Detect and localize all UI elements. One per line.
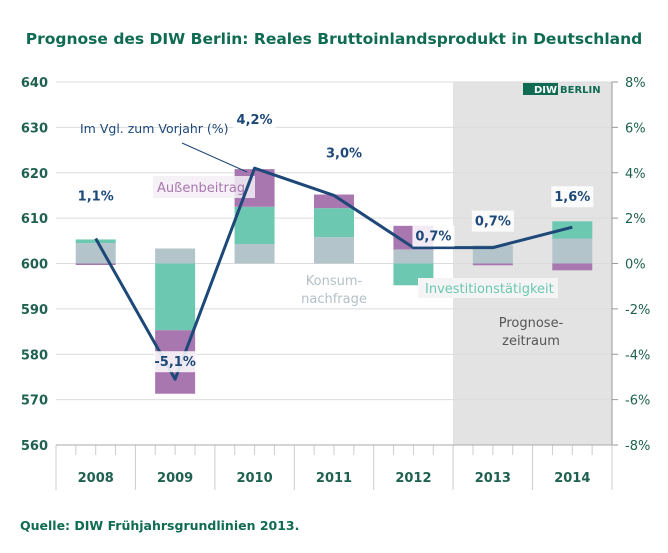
bar-konsumnachfrage — [314, 237, 354, 264]
right-tick-label: -8% — [625, 439, 650, 454]
left-tick-label: 640 — [21, 76, 48, 91]
category-label: 2013 — [475, 471, 511, 486]
label-investition: Investitionstätigkeit — [425, 282, 554, 297]
bar-konsumnachfrage — [552, 238, 593, 264]
line-series-label: Im Vgl. zum Vorjahr (%) — [80, 121, 229, 136]
data-label: -5,1% — [154, 355, 195, 370]
diw-logo: DIW BERLIN — [523, 83, 601, 96]
left-tick-label: 600 — [21, 258, 48, 273]
left-tick-label: 630 — [21, 121, 48, 136]
category-label: 2011 — [316, 471, 352, 486]
label-aussenbeitrag: Außenbeitrag — [157, 181, 245, 196]
right-tick-label: 4% — [625, 167, 646, 182]
logo-text-diw: DIW — [534, 85, 557, 96]
line-label-leader — [181, 142, 248, 173]
bar-konsumnachfrage — [155, 248, 196, 264]
left-tick-label: 570 — [21, 394, 48, 409]
data-label-bg — [74, 185, 117, 207]
forecast-label-1: Prognose- — [499, 316, 564, 331]
right-tick-label: -2% — [625, 303, 650, 318]
bar-außenbeitrag — [552, 263, 593, 271]
right-tick-label: 2% — [625, 212, 646, 227]
data-label-bg — [323, 142, 365, 164]
data-label-bg — [471, 210, 514, 232]
bar-investitionstätigkeit — [234, 206, 275, 244]
right-tick-label: 6% — [625, 121, 646, 136]
data-label-bg — [551, 186, 594, 208]
left-tick-label: 560 — [21, 439, 48, 454]
right-tick-label: -6% — [625, 394, 650, 409]
bar-investitionstätigkeit — [314, 208, 354, 238]
data-label-bg — [154, 351, 197, 373]
bar-konsumnachfrage — [472, 245, 513, 264]
data-label: 1,1% — [78, 190, 114, 205]
bar-außenbeitrag — [75, 263, 116, 265]
right-tick-label: -4% — [625, 348, 650, 363]
right-tick-label: 8% — [625, 76, 646, 91]
data-label-bg — [412, 225, 455, 247]
data-label: 1,6% — [554, 190, 590, 205]
data-label: 0,7% — [475, 215, 511, 230]
bar-investitionstätigkeit — [552, 221, 593, 239]
data-label: 4,2% — [237, 113, 273, 128]
label-konsum-1: Konsum- — [306, 274, 363, 289]
bar-außenbeitrag — [472, 263, 513, 266]
left-tick-label: 610 — [21, 212, 48, 227]
growth-line — [94, 166, 573, 381]
left-tick-label: 590 — [21, 303, 48, 318]
category-label: 2009 — [157, 471, 193, 486]
logo-text-berlin: BERLIN — [560, 85, 601, 96]
category-label: 2010 — [236, 471, 272, 486]
forecast-label-2: zeitraum — [502, 334, 560, 349]
data-label: 0,7% — [415, 230, 451, 245]
category-label: 2008 — [78, 471, 114, 486]
chart-title: Prognose des DIW Berlin: Reales Bruttoin… — [26, 30, 643, 48]
data-label: 3,0% — [326, 146, 362, 161]
bar-außenbeitrag — [314, 194, 354, 209]
label-konsum-2: nachfrage — [301, 292, 367, 307]
logo-mark — [523, 83, 558, 95]
source-note: Quelle: DIW Frühjahrsgrundlinien 2013. — [20, 518, 299, 533]
category-label: 2012 — [395, 471, 431, 486]
right-tick-label: 0% — [625, 258, 646, 273]
bar-investitionstätigkeit — [155, 263, 196, 331]
left-tick-label: 580 — [21, 348, 48, 363]
category-label: 2014 — [554, 471, 590, 486]
left-tick-label: 620 — [21, 167, 48, 182]
bar-konsumnachfrage — [234, 243, 275, 264]
data-label-bg — [233, 109, 276, 131]
bar-konsumnachfrage — [393, 249, 434, 264]
